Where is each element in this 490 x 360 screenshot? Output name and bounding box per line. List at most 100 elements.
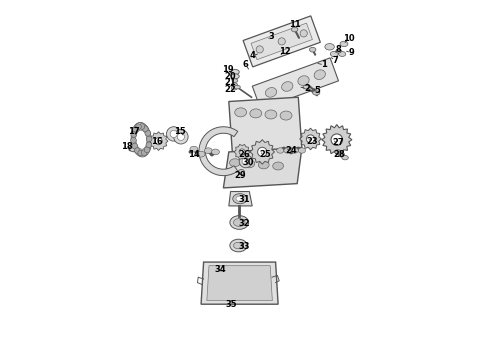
Text: 7: 7 — [332, 56, 338, 65]
Ellipse shape — [235, 108, 246, 117]
Ellipse shape — [277, 148, 284, 153]
Ellipse shape — [230, 239, 247, 252]
Circle shape — [239, 155, 252, 168]
Ellipse shape — [280, 111, 292, 120]
Text: 6: 6 — [243, 60, 248, 69]
Circle shape — [258, 147, 267, 157]
Ellipse shape — [197, 151, 205, 157]
Ellipse shape — [314, 70, 325, 80]
Ellipse shape — [336, 49, 342, 53]
Text: 8: 8 — [336, 45, 342, 54]
Ellipse shape — [282, 82, 293, 91]
Circle shape — [131, 138, 136, 143]
Text: 29: 29 — [235, 171, 246, 180]
Ellipse shape — [284, 148, 291, 153]
Ellipse shape — [273, 162, 284, 170]
Polygon shape — [234, 144, 250, 159]
Polygon shape — [207, 266, 272, 301]
Circle shape — [147, 136, 152, 142]
Text: 10: 10 — [343, 34, 354, 43]
Circle shape — [177, 133, 185, 140]
Polygon shape — [243, 16, 320, 67]
Polygon shape — [229, 97, 302, 153]
Ellipse shape — [236, 196, 244, 201]
Circle shape — [134, 148, 140, 153]
Ellipse shape — [232, 79, 238, 82]
Text: 23: 23 — [307, 136, 318, 145]
Text: 2: 2 — [304, 85, 310, 94]
Circle shape — [131, 132, 137, 138]
Ellipse shape — [340, 41, 348, 46]
Circle shape — [132, 143, 138, 149]
Text: 34: 34 — [215, 265, 226, 274]
Polygon shape — [251, 23, 313, 60]
Text: 4: 4 — [250, 51, 256, 60]
Ellipse shape — [291, 148, 298, 153]
Ellipse shape — [229, 159, 240, 167]
Circle shape — [136, 124, 141, 130]
Ellipse shape — [313, 91, 320, 95]
Circle shape — [139, 123, 145, 129]
Text: 25: 25 — [259, 150, 270, 158]
Ellipse shape — [335, 150, 341, 154]
Ellipse shape — [250, 109, 262, 118]
Circle shape — [242, 158, 249, 165]
Text: 27: 27 — [332, 138, 343, 147]
Ellipse shape — [310, 48, 316, 52]
Circle shape — [256, 46, 263, 53]
Circle shape — [167, 127, 181, 141]
Circle shape — [141, 150, 147, 156]
Polygon shape — [300, 128, 321, 150]
Ellipse shape — [231, 69, 239, 75]
Text: 16: 16 — [151, 136, 163, 145]
Ellipse shape — [342, 156, 348, 160]
Text: 35: 35 — [225, 300, 237, 309]
Text: 17: 17 — [128, 127, 140, 136]
Ellipse shape — [266, 87, 277, 97]
Circle shape — [174, 130, 188, 144]
Text: 20: 20 — [225, 72, 236, 81]
Circle shape — [331, 134, 343, 145]
Text: 1: 1 — [321, 60, 327, 69]
Ellipse shape — [136, 130, 147, 149]
Ellipse shape — [244, 160, 255, 168]
Text: 5: 5 — [314, 86, 320, 95]
Text: 15: 15 — [173, 127, 185, 136]
Text: 19: 19 — [222, 65, 234, 74]
Text: 28: 28 — [334, 150, 345, 158]
Text: 24: 24 — [285, 146, 297, 155]
Polygon shape — [149, 132, 168, 150]
Ellipse shape — [233, 219, 245, 226]
Ellipse shape — [330, 51, 338, 57]
Circle shape — [133, 127, 138, 132]
Ellipse shape — [212, 149, 220, 155]
Circle shape — [155, 138, 162, 145]
Ellipse shape — [298, 76, 309, 85]
Text: 11: 11 — [289, 20, 300, 29]
Circle shape — [170, 130, 177, 138]
Polygon shape — [223, 148, 302, 188]
Ellipse shape — [298, 148, 305, 153]
Ellipse shape — [234, 85, 240, 89]
Ellipse shape — [232, 83, 238, 86]
Circle shape — [143, 126, 148, 132]
Text: 12: 12 — [279, 46, 291, 55]
Ellipse shape — [233, 194, 247, 204]
Polygon shape — [250, 140, 274, 164]
Ellipse shape — [265, 110, 277, 119]
Text: 33: 33 — [239, 242, 250, 251]
Text: 22: 22 — [225, 85, 237, 94]
Ellipse shape — [303, 85, 310, 89]
Polygon shape — [321, 125, 352, 155]
Text: 21: 21 — [224, 78, 236, 87]
Ellipse shape — [325, 44, 334, 50]
Polygon shape — [201, 262, 278, 304]
Ellipse shape — [204, 148, 212, 154]
Ellipse shape — [230, 216, 248, 229]
Ellipse shape — [231, 74, 239, 79]
Circle shape — [145, 130, 151, 136]
Polygon shape — [229, 192, 252, 206]
Text: 32: 32 — [239, 219, 250, 228]
Text: 31: 31 — [239, 195, 250, 204]
Circle shape — [144, 147, 150, 153]
